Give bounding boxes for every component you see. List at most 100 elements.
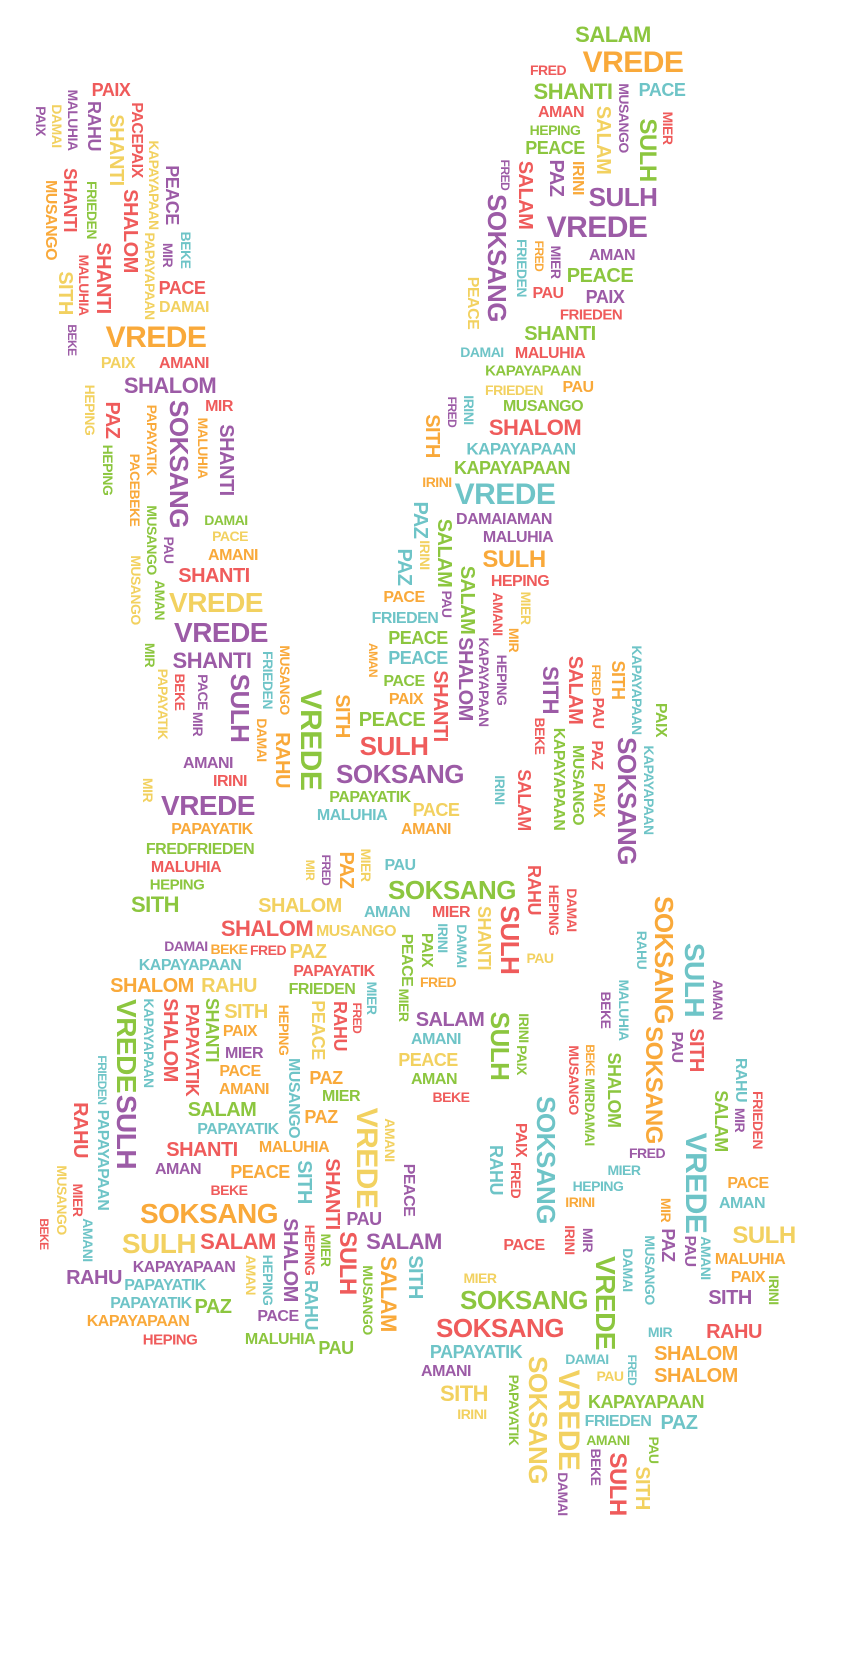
word: SULH: [679, 942, 710, 1018]
word: PAZ: [289, 941, 327, 963]
word: PAIX: [585, 287, 625, 307]
word: SITH: [224, 1001, 268, 1023]
word: SULH: [495, 905, 525, 975]
word: IRINI: [422, 474, 452, 490]
word: AMAN: [589, 247, 636, 264]
word: SALAM: [433, 518, 455, 588]
word: SOKSANG: [388, 875, 516, 905]
word: PACE: [257, 1308, 299, 1325]
word: PAPAYATIK: [197, 1121, 279, 1138]
word: MIER: [225, 1045, 264, 1062]
word: RAHU: [732, 1057, 749, 1103]
word: PAPAYATIK: [171, 821, 253, 838]
word: SHALOM: [159, 998, 181, 1082]
word: FRIEDEN: [260, 651, 276, 709]
word: SALAM: [415, 1009, 485, 1031]
word: SULH: [485, 1011, 515, 1081]
word: SULH: [121, 1228, 197, 1259]
word: RAHU: [634, 930, 650, 970]
word: AMANI: [698, 1236, 714, 1280]
word: MUSANGO: [42, 179, 59, 261]
word: PEACE: [566, 265, 634, 287]
word: AMAN: [538, 104, 585, 121]
word: PAZ: [588, 740, 605, 770]
word: SALAM: [200, 1229, 276, 1254]
word: FRED: [350, 1002, 364, 1034]
word: SHANTI: [533, 79, 613, 104]
word: MIER: [518, 591, 534, 625]
word: KAPAYAPAAN: [629, 645, 645, 735]
word: MALUHIA: [244, 1331, 316, 1348]
word: SOKSANG: [436, 1313, 564, 1343]
word: DAMAI: [564, 888, 580, 932]
word: PAPAYATIK: [329, 789, 411, 806]
word: PAU: [681, 1235, 698, 1267]
word: PAIX: [652, 702, 669, 738]
word: IRINI: [417, 540, 433, 570]
word: PEACE: [308, 1000, 328, 1060]
word: PEACE: [398, 933, 415, 987]
word: BEKE: [210, 1182, 248, 1198]
word: SHALOM: [258, 895, 342, 917]
word: PAZ: [309, 1068, 343, 1088]
word: FRED: [445, 396, 459, 428]
word: PAU: [384, 857, 416, 874]
word: PAIX: [418, 932, 435, 968]
word: SULH: [732, 1222, 796, 1249]
word: AMAN: [152, 580, 168, 620]
word: PAZ: [393, 548, 415, 586]
word: RAHU: [330, 1001, 350, 1051]
word: SITH: [130, 892, 180, 917]
word: VREDE: [169, 587, 263, 618]
word: AMAN: [364, 904, 411, 921]
word: HEPING: [149, 876, 205, 894]
word: MIRDAMAI: [582, 1078, 598, 1146]
word: PAU: [562, 379, 594, 396]
word: MIR: [580, 1227, 596, 1253]
word: SOKSANG: [649, 896, 679, 1024]
word: BEKE: [532, 717, 548, 755]
word: MIR: [160, 242, 176, 268]
word: FRED: [419, 974, 457, 990]
word: MIER: [607, 1162, 642, 1178]
word: AMANI: [421, 1363, 471, 1380]
word: SOKSANG: [523, 1356, 553, 1484]
word: PAIX: [33, 106, 49, 136]
word: SHALOM: [454, 637, 476, 721]
word: VREDE: [174, 617, 268, 648]
word: RAHU: [69, 1102, 91, 1158]
word: MALUHIA: [65, 89, 81, 151]
word: VREDE: [454, 478, 556, 511]
word: IRINI: [562, 1225, 578, 1255]
word: SOKSANG: [612, 737, 642, 865]
word: PAU: [589, 697, 606, 729]
word: PAU: [346, 1209, 382, 1229]
word: KAPAYAPAAN: [86, 1313, 190, 1330]
word: SALAM: [592, 105, 614, 175]
word: AMANI: [382, 1118, 398, 1162]
word: PACE: [212, 528, 248, 544]
word: HEPING: [490, 573, 550, 590]
word: SITH: [421, 414, 443, 458]
word: SHANTI: [172, 648, 252, 673]
word: BEKE: [37, 1218, 51, 1250]
word: SHALOM: [220, 916, 314, 941]
word: PAPAYATIK: [155, 668, 171, 740]
word: SULH: [482, 546, 546, 573]
word: PAU: [646, 1436, 662, 1464]
word: MIER: [396, 988, 412, 1022]
word: IRINI: [766, 1275, 782, 1305]
word: MIR: [205, 398, 233, 415]
word: HEPING: [302, 1224, 318, 1276]
word: SULH: [334, 1231, 361, 1295]
word: RAHU: [486, 1145, 506, 1195]
word: DAMAI: [49, 104, 65, 148]
word: PACE: [383, 589, 425, 606]
word: MUSANGO: [566, 1045, 582, 1115]
word: SULH: [604, 1452, 631, 1516]
word: SHALOM: [279, 1218, 301, 1302]
word: AMAN: [710, 980, 726, 1020]
word: PAPAYAPAAN: [142, 232, 158, 320]
word: FRED: [532, 240, 546, 272]
word: SALAM: [366, 1229, 442, 1254]
